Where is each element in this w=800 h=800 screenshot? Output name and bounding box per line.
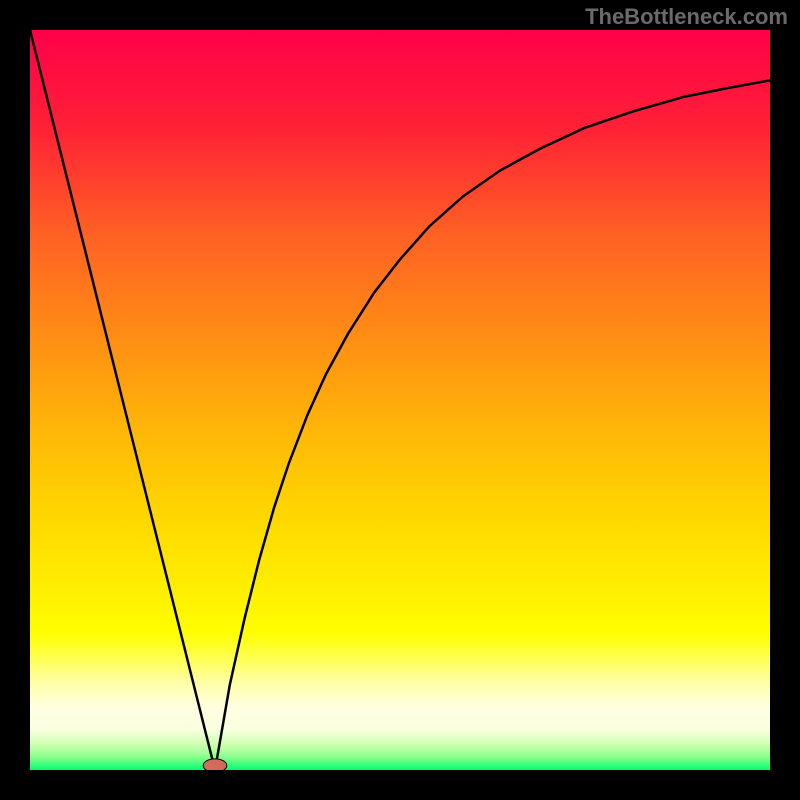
- chart-svg: [30, 30, 770, 770]
- chart-background: [30, 30, 770, 770]
- optimum-marker: [203, 759, 227, 770]
- watermark-text: TheBottleneck.com: [585, 4, 788, 30]
- plot-area: [30, 30, 770, 770]
- chart-container: TheBottleneck.com: [0, 0, 800, 800]
